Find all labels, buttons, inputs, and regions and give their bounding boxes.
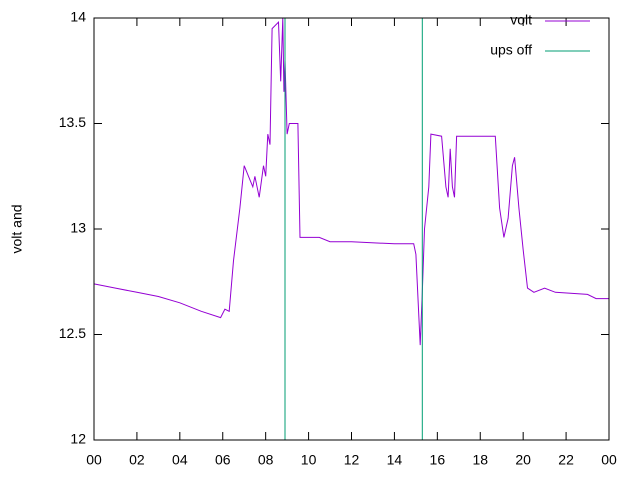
x-tick-label: 06 xyxy=(215,452,231,468)
x-tick-label: 00 xyxy=(86,452,102,468)
x-tick-label: 10 xyxy=(301,452,317,468)
y-tick-label: 13.5 xyxy=(59,114,86,130)
x-tick-label: 00 xyxy=(601,452,617,468)
y-tick-label: 12.5 xyxy=(59,325,86,341)
x-tick-label: 04 xyxy=(172,452,188,468)
y-tick-label: 12 xyxy=(70,431,86,447)
series-line xyxy=(284,18,423,440)
x-tick-label: 02 xyxy=(129,452,145,468)
y-tick-label: 13 xyxy=(70,220,86,236)
x-tick-label: 16 xyxy=(430,452,446,468)
y-axis-label: volt and xyxy=(9,204,25,253)
y-tick-label: 14 xyxy=(70,9,86,25)
legend-label: volt xyxy=(510,12,532,28)
x-tick-label: 18 xyxy=(472,452,488,468)
x-tick-label: 08 xyxy=(258,452,274,468)
legend-label: ups off xyxy=(490,42,532,58)
x-tick-label: 12 xyxy=(344,452,360,468)
x-tick-label: 20 xyxy=(515,452,531,468)
series-line xyxy=(93,17,609,346)
x-tick-label: 14 xyxy=(387,452,403,468)
plot-frame xyxy=(93,17,610,441)
x-tick-label: 22 xyxy=(558,452,574,468)
